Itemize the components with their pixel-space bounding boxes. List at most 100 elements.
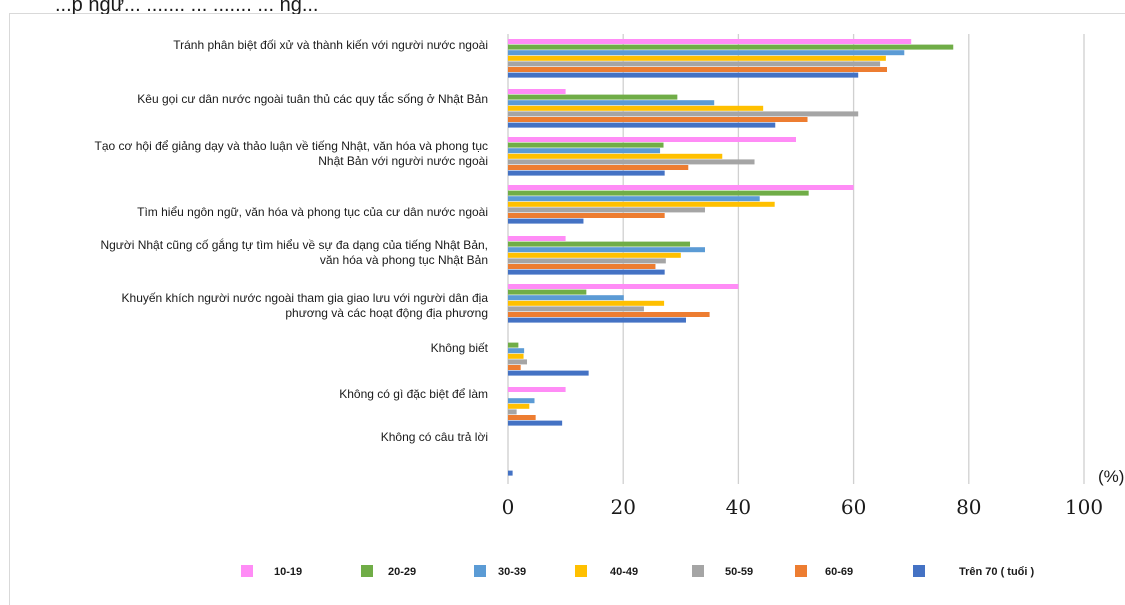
category-label-2: Tạo cơ hội để giảng dạy và thảo luận về … xyxy=(95,139,488,168)
bar-20-29-cat-3 xyxy=(508,190,809,196)
x-tick-label-40: 40 xyxy=(726,495,751,519)
bar-50-59-cat-7 xyxy=(508,409,517,415)
legend-item-1: 20-29 xyxy=(361,565,416,578)
category-label-line: Người Nhật cũng cố gắng tự tìm hiểu về s… xyxy=(100,237,488,252)
bar-10-19-cat-7 xyxy=(508,387,566,392)
category-label-line: Tránh phân biệt đối xử và thành kiến với… xyxy=(173,38,488,52)
category-label-line: văn hóa và phong tục Nhật Bản xyxy=(320,253,488,267)
title-fragment: ...p ngư... ....... ... ....... ... ng..… xyxy=(55,0,319,14)
legend-item-6: Trên 70 ( tuổi ) xyxy=(913,565,1035,578)
legend-label: 60-69 xyxy=(825,566,853,578)
bar-50-59-cat-2 xyxy=(508,159,755,165)
bar-20-29-cat-1 xyxy=(508,94,678,100)
category-label-line: Không biết xyxy=(431,341,489,355)
bar-chart: Tránh phân biệt đối xử và thành kiến với… xyxy=(95,34,1124,578)
bar-40-49-cat-7 xyxy=(508,403,530,409)
category-label-1: Kêu gọi cư dân nước ngoài tuân thủ các q… xyxy=(137,91,488,106)
bar-60-69-cat-4 xyxy=(508,264,656,269)
bar-50-59-cat-0 xyxy=(508,61,881,67)
category-label-7: Không có gì đặc biệt để làm xyxy=(339,387,488,401)
category-label-4: Người Nhật cũng cố gắng tự tìm hiểu về s… xyxy=(100,237,488,267)
bar-60-69-cat-5 xyxy=(508,312,710,317)
category-label-line: Không có câu trả lời xyxy=(381,430,488,444)
bar-30-39-cat-3 xyxy=(508,196,760,202)
legend: 10-19 20-29 30-39 40-49 50-59 60-69 Trên 70 ( … xyxy=(241,565,1035,578)
bar-40-49-cat-6 xyxy=(508,353,524,359)
bar-20-29-cat-5 xyxy=(508,289,587,295)
bar-30-39-cat-6 xyxy=(508,348,525,354)
bar-40-49-cat-3 xyxy=(508,201,775,207)
bar-10-19-cat-2 xyxy=(508,137,796,142)
bar-40-49-cat-4 xyxy=(508,252,681,258)
category-label-line: Khuyến khích người nước ngoài tham gia g… xyxy=(122,291,489,305)
category-label-6: Không biết xyxy=(431,341,489,355)
x-tick-label-20: 20 xyxy=(610,495,635,519)
bar-60-69-cat-0 xyxy=(508,67,888,72)
category-label-5: Khuyến khích người nước ngoài tham gia g… xyxy=(122,291,489,320)
bar-Tr-n-70-tu-i--cat-4 xyxy=(508,269,665,275)
chart-title-fragment: ...p ngư... ....... ... ....... ... ng..… xyxy=(55,0,319,14)
bar-30-39-cat-7 xyxy=(508,398,535,404)
category-label-line: Tìm hiểu ngôn ngữ, văn hóa và phong tục … xyxy=(137,205,488,219)
bar-30-39-cat-4 xyxy=(508,247,705,253)
category-label-line: Không có gì đặc biệt để làm xyxy=(339,387,488,401)
category-label-line: Tạo cơ hội để giảng dạy và thảo luận về … xyxy=(95,139,488,153)
bar-20-29-cat-6 xyxy=(508,342,519,348)
legend-swatch xyxy=(241,565,253,577)
x-axis-ticks: 0 20 40 60 80 100 xyxy=(502,495,1103,519)
bar-50-59-cat-5 xyxy=(508,306,644,312)
bar-40-49-cat-5 xyxy=(508,300,665,306)
legend-swatch xyxy=(575,565,587,577)
chart-area: Tránh phân biệt đối xử và thành kiến với… xyxy=(9,13,1125,605)
bar-Tr-n-70-tu-i--cat-5 xyxy=(508,317,686,323)
bar-30-39-cat-2 xyxy=(508,148,661,154)
bar-Tr-n-70-tu-i--cat-7 xyxy=(508,420,563,426)
bar-50-59-cat-3 xyxy=(508,207,705,213)
category-labels: Tránh phân biệt đối xử và thành kiến với… xyxy=(95,38,489,444)
bars xyxy=(508,39,954,476)
bar-60-69-cat-1 xyxy=(508,117,808,122)
bar-20-29-cat-4 xyxy=(508,241,691,247)
category-label-line: Nhật Bản với người nước ngoài xyxy=(318,154,488,168)
legend-label: Trên 70 ( tuổi ) xyxy=(959,566,1035,578)
legend-label: 40-49 xyxy=(610,566,638,578)
bar-10-19-cat-0 xyxy=(508,39,912,44)
bar-50-59-cat-6 xyxy=(508,359,528,365)
bar-50-59-cat-1 xyxy=(508,111,859,117)
legend-swatch xyxy=(795,565,807,577)
bar-Tr-n-70-tu-i--cat-0 xyxy=(508,72,859,78)
bar-10-19-cat-3 xyxy=(508,185,854,190)
bar-20-29-cat-2 xyxy=(508,142,664,148)
legend-swatch xyxy=(913,565,925,577)
bar-Tr-n-70-tu-i--cat-8 xyxy=(508,470,513,476)
bar-30-39-cat-5 xyxy=(508,295,624,301)
legend-swatch xyxy=(361,565,373,577)
bar-20-29-cat-0 xyxy=(508,44,954,50)
x-axis-unit-label: (%) xyxy=(1098,467,1124,486)
x-tick-label-60: 60 xyxy=(841,495,866,519)
bar-Tr-n-70-tu-i--cat-2 xyxy=(508,170,665,176)
bar-40-49-cat-0 xyxy=(508,55,886,61)
bar-10-19-cat-5 xyxy=(508,284,739,289)
bar-30-39-cat-1 xyxy=(508,100,715,106)
category-label-3: Tìm hiểu ngôn ngữ, văn hóa và phong tục … xyxy=(137,205,488,219)
category-label-0: Tránh phân biệt đối xử và thành kiến với… xyxy=(173,38,488,52)
legend-item-3: 40-49 xyxy=(575,565,638,578)
x-tick-label-100: 100 xyxy=(1065,495,1103,519)
bar-40-49-cat-2 xyxy=(508,153,723,159)
bar-Tr-n-70-tu-i--cat-1 xyxy=(508,122,776,128)
legend-label: 50-59 xyxy=(725,566,753,578)
category-label-line: phương và các hoạt động địa phương xyxy=(285,306,488,320)
legend-swatch xyxy=(474,565,486,577)
bar-40-49-cat-1 xyxy=(508,105,764,111)
x-tick-label-0: 0 xyxy=(502,495,515,519)
legend-item-0: 10-19 xyxy=(241,565,302,578)
bar-10-19-cat-1 xyxy=(508,89,566,94)
legend-swatch xyxy=(692,565,704,577)
legend-item-5: 60-69 xyxy=(795,565,853,578)
x-tick-label-80: 80 xyxy=(956,495,981,519)
legend-item-4: 50-59 xyxy=(692,565,753,578)
legend-label: 10-19 xyxy=(274,566,302,578)
bar-50-59-cat-4 xyxy=(508,258,666,264)
